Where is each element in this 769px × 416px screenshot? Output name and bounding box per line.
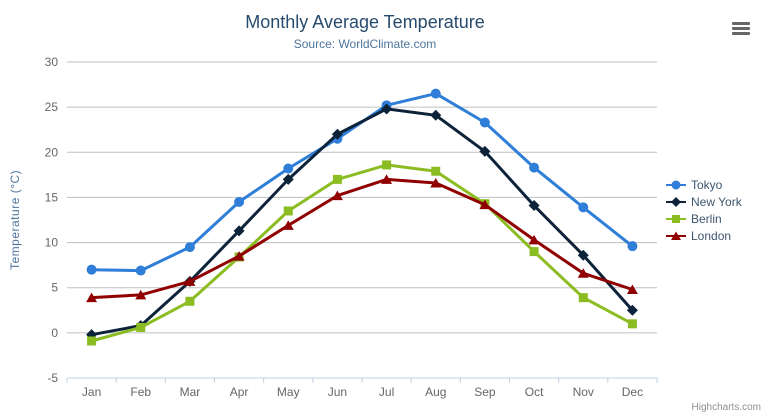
- data-point-berlin[interactable]: [87, 336, 97, 346]
- legend-item-tokyo[interactable]: Tokyo: [666, 176, 742, 193]
- data-point-new-york[interactable]: [331, 128, 343, 140]
- data-point-tokyo[interactable]: [430, 88, 441, 99]
- data-point-new-york[interactable]: [282, 173, 294, 185]
- data-point-london[interactable]: [381, 174, 393, 184]
- series-line-london: [90, 177, 634, 300]
- data-point-london[interactable]: [184, 276, 196, 286]
- x-axis-tick-label: Oct: [525, 385, 544, 399]
- hamburger-menu-icon[interactable]: [732, 22, 750, 35]
- legend-diamond-marker-icon: [666, 196, 686, 207]
- data-point-london[interactable]: [626, 284, 638, 295]
- x-axis-tick-label: Aug: [425, 385, 446, 399]
- data-point-tokyo[interactable]: [283, 163, 294, 174]
- y-axis-tick-label: 20: [45, 145, 59, 159]
- x-axis-tick-label: Apr: [230, 385, 249, 399]
- legend-circle-marker-icon: [666, 180, 686, 189]
- data-point-london[interactable]: [331, 190, 343, 201]
- data-point-london[interactable]: [528, 234, 540, 245]
- x-axis-tick-label: Jul: [379, 385, 394, 399]
- hamburger-bar: [732, 27, 750, 30]
- x-axis-tick-label: May: [277, 385, 300, 399]
- data-point-berlin[interactable]: [382, 160, 392, 170]
- data-point-tokyo[interactable]: [234, 196, 245, 207]
- legend-item-new-york[interactable]: New York: [666, 193, 742, 210]
- data-point-tokyo[interactable]: [578, 202, 589, 213]
- data-point-new-york[interactable]: [430, 109, 442, 121]
- data-point-berlin[interactable]: [529, 247, 539, 257]
- x-axis-tick-label: Jun: [328, 385, 347, 399]
- legend-label-tokyo: Tokyo: [691, 177, 723, 192]
- legend-marker: [672, 214, 680, 223]
- x-axis-tick-label: Dec: [622, 385, 643, 399]
- legend-item-london[interactable]: London: [666, 227, 742, 244]
- data-point-new-york[interactable]: [381, 103, 393, 115]
- data-point-new-york[interactable]: [233, 225, 245, 237]
- data-point-tokyo[interactable]: [479, 117, 490, 128]
- y-axis-tick-label: -5: [47, 371, 58, 385]
- data-point-london[interactable]: [282, 220, 294, 230]
- data-point-berlin[interactable]: [185, 296, 195, 306]
- data-point-new-york[interactable]: [577, 249, 589, 261]
- legend-item-berlin[interactable]: Berlin: [666, 210, 742, 227]
- x-axis-tick-label: Nov: [573, 385, 594, 399]
- y-axis-tick-label: 30: [45, 55, 59, 69]
- legend-label-berlin: Berlin: [691, 211, 722, 226]
- y-axis-tick-label: 15: [45, 190, 59, 204]
- data-point-new-york[interactable]: [528, 200, 540, 212]
- hamburger-bar: [732, 22, 750, 25]
- series-line-new-york: [90, 107, 634, 337]
- data-point-london[interactable]: [135, 289, 147, 300]
- y-axis-tick-label: 10: [45, 236, 59, 250]
- legend-square-marker-icon: [666, 214, 686, 223]
- data-point-tokyo[interactable]: [86, 264, 97, 275]
- legend-marker: [671, 196, 681, 207]
- y-axis-title: Temperature (°C): [8, 169, 22, 271]
- x-axis-tick-label: Feb: [130, 385, 151, 399]
- legend-label-new-york: New York: [691, 194, 742, 209]
- data-point-london[interactable]: [430, 177, 442, 188]
- data-point-london[interactable]: [233, 251, 245, 261]
- legend-triangle-marker-icon: [666, 231, 686, 240]
- chart-subtitle: Source: WorldClimate.com: [293, 37, 437, 51]
- data-point-tokyo[interactable]: [627, 241, 638, 252]
- data-point-berlin[interactable]: [578, 293, 588, 303]
- data-point-tokyo[interactable]: [135, 265, 146, 276]
- y-axis-tick-label: 25: [45, 100, 59, 114]
- data-point-london[interactable]: [577, 268, 589, 278]
- data-point-new-york[interactable]: [626, 304, 638, 316]
- legend-marker: [671, 231, 681, 240]
- hamburger-bar: [732, 32, 750, 35]
- data-point-berlin[interactable]: [431, 166, 441, 176]
- data-point-berlin[interactable]: [332, 174, 342, 184]
- y-axis-tick-label: 0: [51, 326, 58, 340]
- chart-title: Monthly Average Temperature: [245, 12, 485, 32]
- series-line-berlin: [90, 163, 634, 343]
- x-axis-tick-label: Sep: [474, 385, 496, 399]
- legend-marker: [671, 180, 681, 189]
- data-point-tokyo[interactable]: [529, 162, 540, 173]
- credits-link[interactable]: Highcharts.com: [691, 402, 761, 413]
- legend: Tokyo New York Berlin London: [666, 176, 742, 244]
- data-point-london[interactable]: [86, 292, 98, 303]
- data-point-new-york[interactable]: [479, 145, 491, 157]
- x-axis-tick-label: Mar: [180, 385, 201, 399]
- x-axis-tick-label: Jan: [82, 385, 101, 399]
- data-point-berlin[interactable]: [136, 322, 146, 332]
- data-point-tokyo[interactable]: [184, 242, 195, 253]
- data-point-berlin[interactable]: [283, 206, 293, 216]
- data-point-berlin[interactable]: [627, 319, 637, 329]
- y-axis-tick-label: 5: [51, 281, 58, 295]
- legend-label-london: London: [691, 228, 732, 243]
- data-point-london[interactable]: [479, 199, 491, 210]
